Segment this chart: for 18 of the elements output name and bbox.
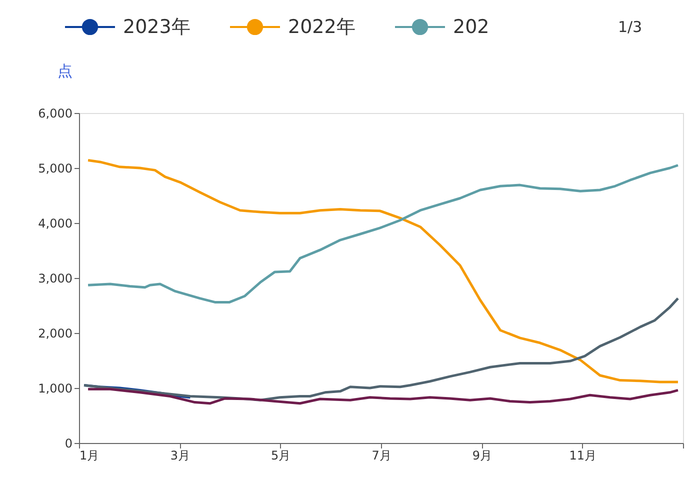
x-tick-label: 5月 — [271, 448, 291, 462]
x-tick-label: 9月 — [472, 448, 492, 462]
x-tick-label: 11月 — [569, 448, 596, 462]
y-tick-label: 1,000 — [38, 382, 72, 396]
y-tick-label: 6,000 — [38, 106, 72, 120]
x-tick-label: 3月 — [170, 448, 190, 462]
y-tick-label: 4,000 — [38, 216, 72, 230]
y-tick-label: 0 — [64, 436, 72, 450]
x-tick-label: 7月 — [372, 448, 392, 462]
y-tick-label: 3,000 — [38, 272, 72, 286]
legend-label: 202 — [453, 16, 490, 38]
legend-label: 2023年 — [123, 16, 190, 38]
y-tick-label: 5,000 — [38, 162, 72, 176]
text: 1/3 — [618, 18, 642, 36]
y-tick-label: 2,000 — [38, 326, 72, 340]
x-tick-label: 1月 — [80, 448, 100, 462]
legend-label: 2022年 — [288, 16, 356, 38]
y-axis-title: 点 — [58, 62, 72, 80]
